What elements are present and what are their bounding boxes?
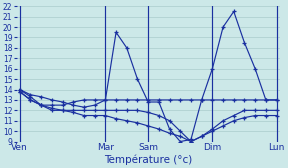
X-axis label: Température (°c): Température (°c): [104, 155, 192, 165]
